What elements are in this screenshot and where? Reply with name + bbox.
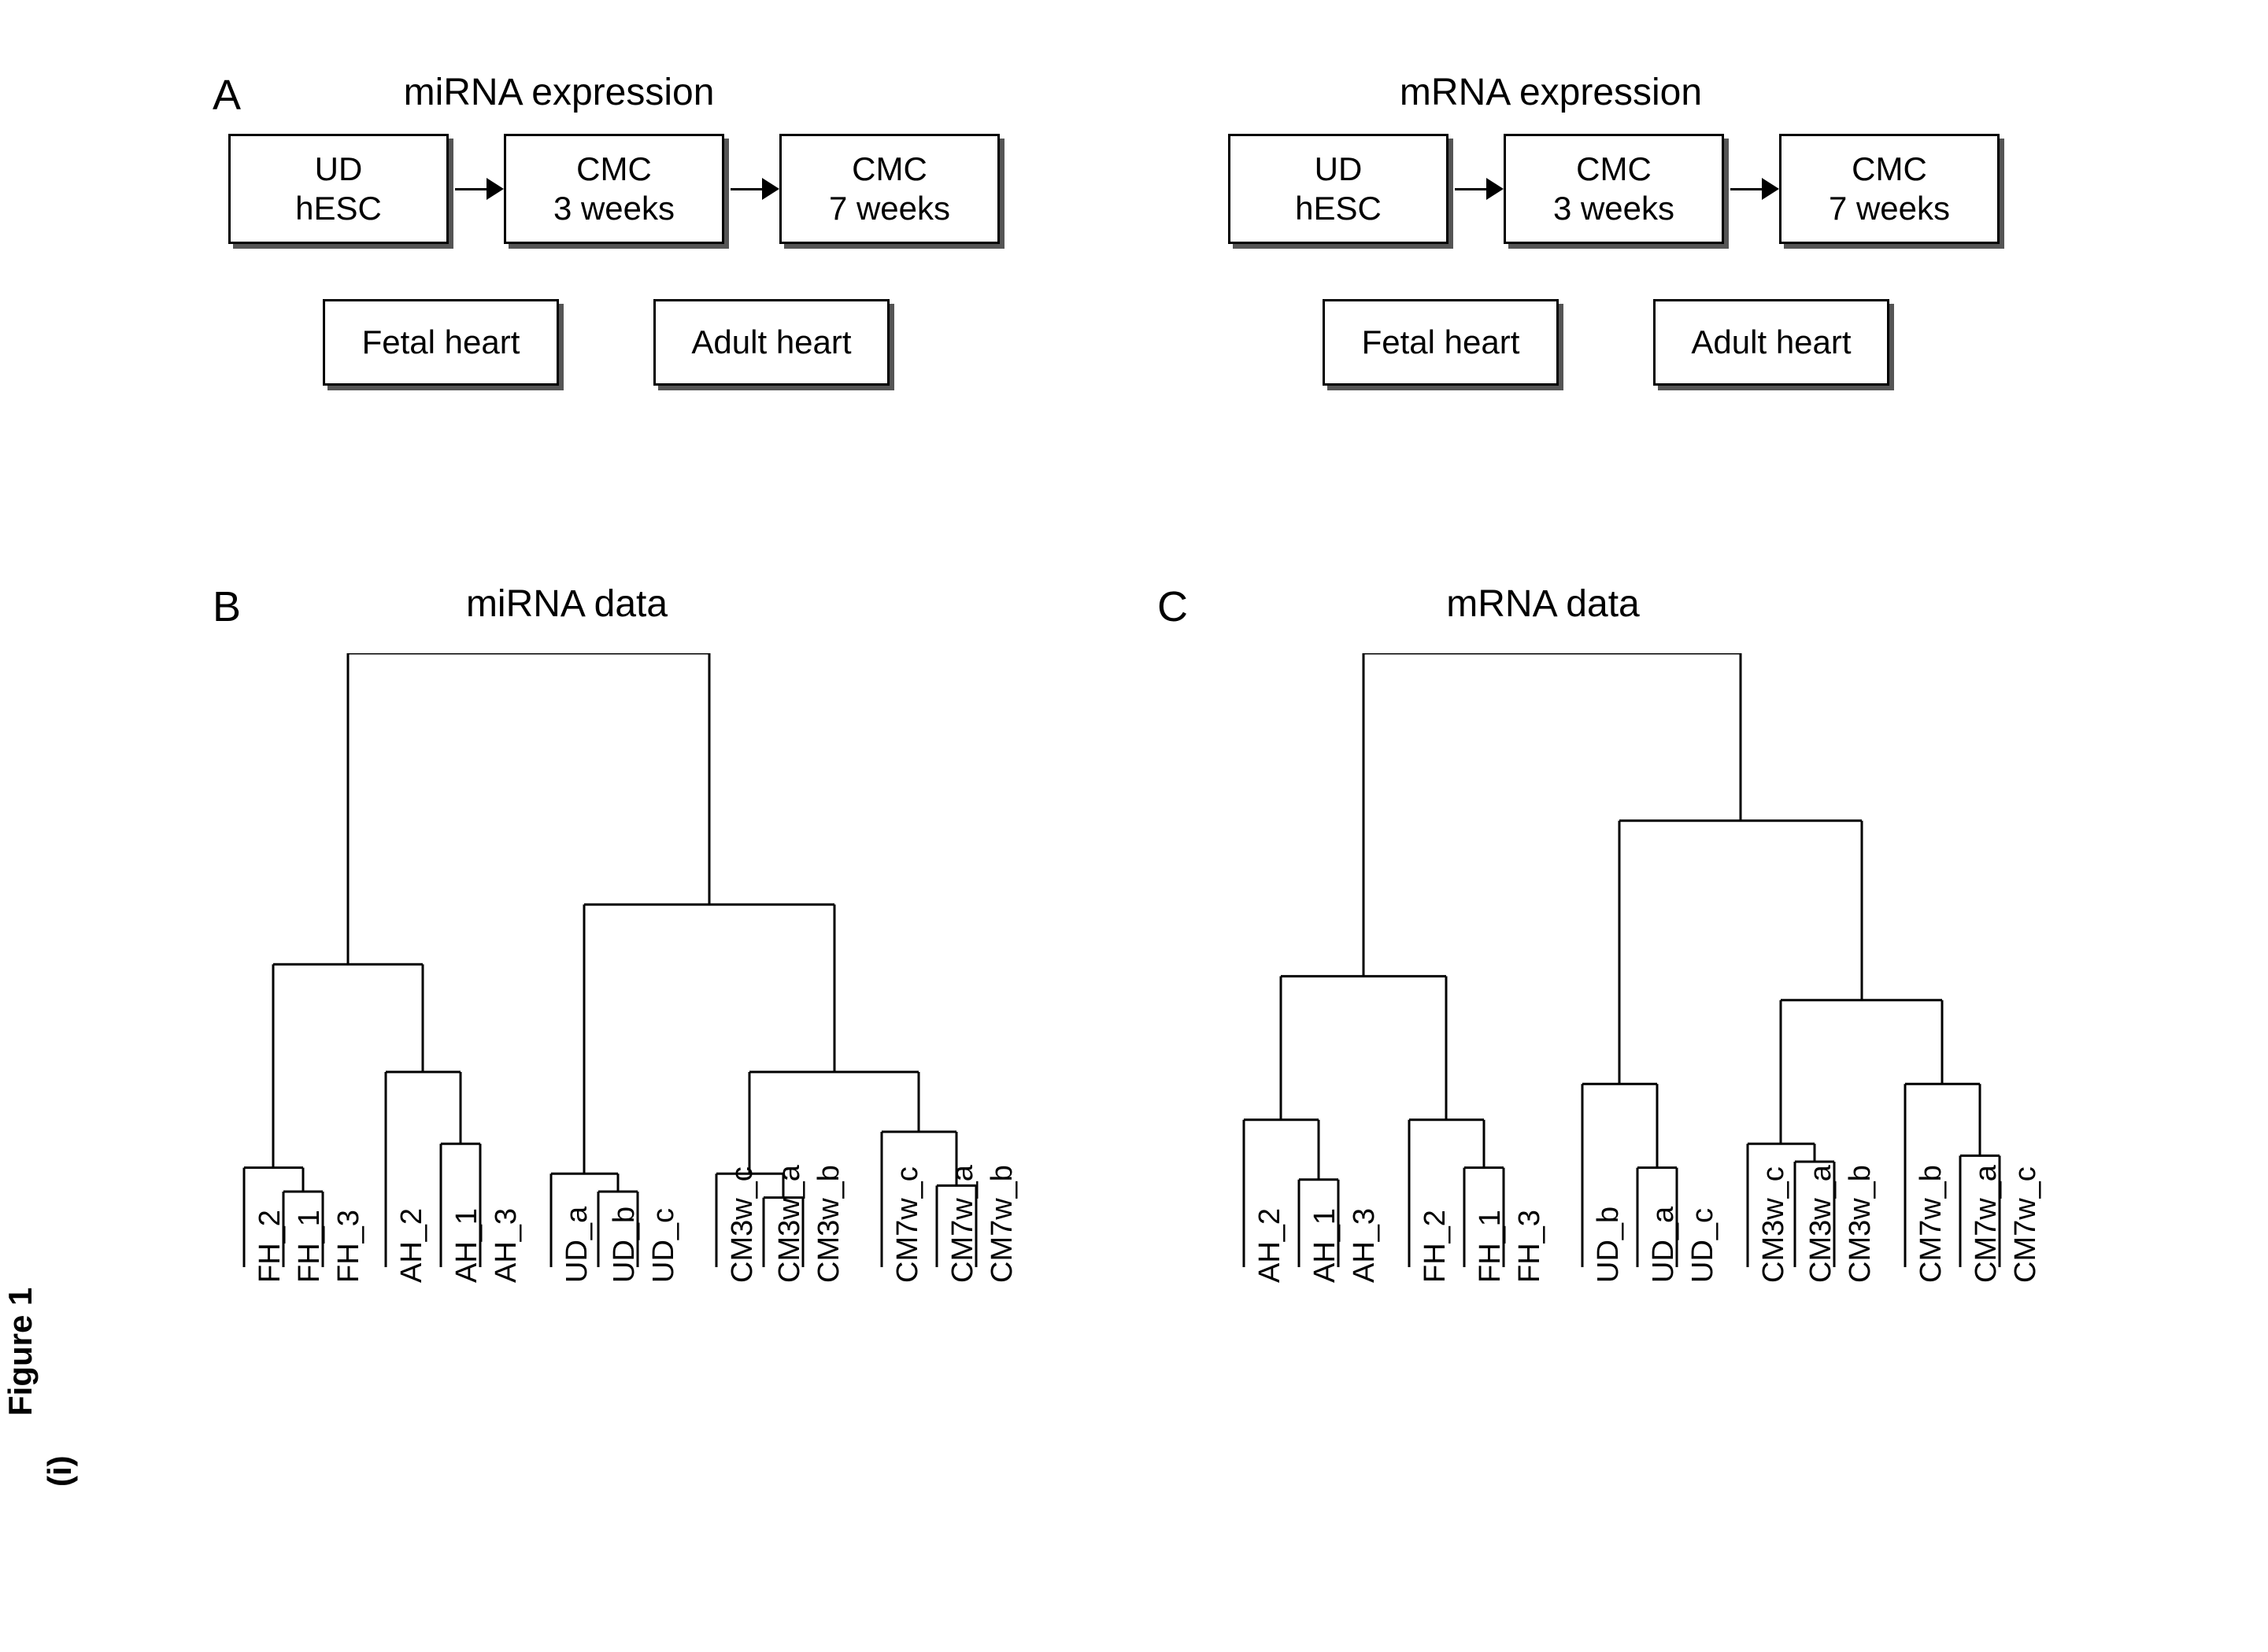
- panelA-left-lower-box-0: Fetal heart: [323, 299, 559, 386]
- panelB-leaf-6: UD_a: [561, 1207, 594, 1283]
- panelA-left-flow-box-1: CMC3 weeks: [504, 134, 724, 244]
- panelC-dendrogram: [1212, 653, 2086, 1283]
- panelA-left-lower-box-1: Adult heart: [653, 299, 890, 386]
- panelA-left-arrow-1: [731, 178, 779, 200]
- panelC-leaf-8: UD_c: [1686, 1208, 1720, 1283]
- panelA-left-flow-box-2: CMC7 weeks: [779, 134, 1000, 244]
- panel-c-title: mRNA data: [1386, 582, 1700, 626]
- panelA-left-arrow-0: [455, 178, 504, 200]
- panel-a-label: A: [213, 71, 241, 120]
- panelA-left-flow-box-0: UDhESC: [228, 134, 449, 244]
- panelB-leaf-2: FH_3: [332, 1210, 366, 1283]
- panel-a-right-title: mRNA expression: [1354, 71, 1748, 114]
- panelC-leaf-5: FH_3: [1513, 1210, 1547, 1283]
- panel-c-label: C: [1157, 582, 1188, 631]
- panelA-right-arrow-1: [1730, 178, 1779, 200]
- panelB-leaf-9: CM3w_c: [726, 1166, 760, 1283]
- panelB-leaf-11: CM3w_b: [812, 1165, 846, 1283]
- panelA-right-lower-box-1: Adult heart: [1653, 299, 1889, 386]
- panelC-leaf-12: CM7w_b: [1915, 1165, 1948, 1283]
- panel-b-title: miRNA data: [409, 582, 724, 626]
- panelC-leaf-0: AH_2: [1253, 1208, 1287, 1283]
- panel-a-left-title: miRNA expression: [362, 71, 756, 114]
- panelC-leaf-10: CM3w_a: [1804, 1165, 1838, 1283]
- panelB-leaf-7: UD_b: [608, 1207, 642, 1283]
- panelA-right-flow-box-0: UDhESC: [1228, 134, 1448, 244]
- panelB-leaf-5: AH_3: [490, 1208, 524, 1283]
- panelC-leaf-3: FH_2: [1419, 1210, 1452, 1283]
- panelA-right-arrow-0: [1455, 178, 1504, 200]
- panelB-leaf-3: AH_2: [395, 1208, 429, 1283]
- figure-sublabel: (i): [41, 1455, 79, 1487]
- panelC-leaf-6: UD_b: [1592, 1207, 1626, 1283]
- panelC-leaf-9: CM3w_c: [1757, 1166, 1791, 1283]
- panelB-leaf-8: UD_c: [647, 1208, 681, 1283]
- panelC-leaf-13: CM7w_a: [1970, 1165, 2003, 1283]
- panelB-leaf-13: CM7w_a: [946, 1165, 980, 1283]
- panelB-leaf-10: CM3w_a: [773, 1165, 807, 1283]
- panelB-leaf-4: AH_1: [450, 1208, 484, 1283]
- panelA-right-flow-box-2: CMC7 weeks: [1779, 134, 2000, 244]
- panelC-leaf-1: AH_1: [1308, 1208, 1342, 1283]
- figure-label: Figure 1: [2, 1288, 39, 1416]
- panelC-leaf-2: AH_3: [1348, 1208, 1382, 1283]
- panelC-leaf-11: CM3w_b: [1844, 1165, 1878, 1283]
- panelA-right-lower-box-0: Fetal heart: [1323, 299, 1559, 386]
- panelB-leaf-14: CM7w_b: [986, 1165, 1019, 1283]
- panelC-leaf-4: FH_1: [1474, 1210, 1508, 1283]
- panelC-leaf-7: UD_a: [1647, 1207, 1681, 1283]
- panelB-leaf-1: FH_1: [293, 1210, 327, 1283]
- panelB-leaf-12: CM7w_c: [891, 1166, 925, 1283]
- panelC-leaf-14: CM7w_c: [2009, 1166, 2043, 1283]
- panelB-leaf-0: FH_2: [253, 1210, 287, 1283]
- panelA-right-flow-box-1: CMC3 weeks: [1504, 134, 1724, 244]
- panel-b-label: B: [213, 582, 241, 631]
